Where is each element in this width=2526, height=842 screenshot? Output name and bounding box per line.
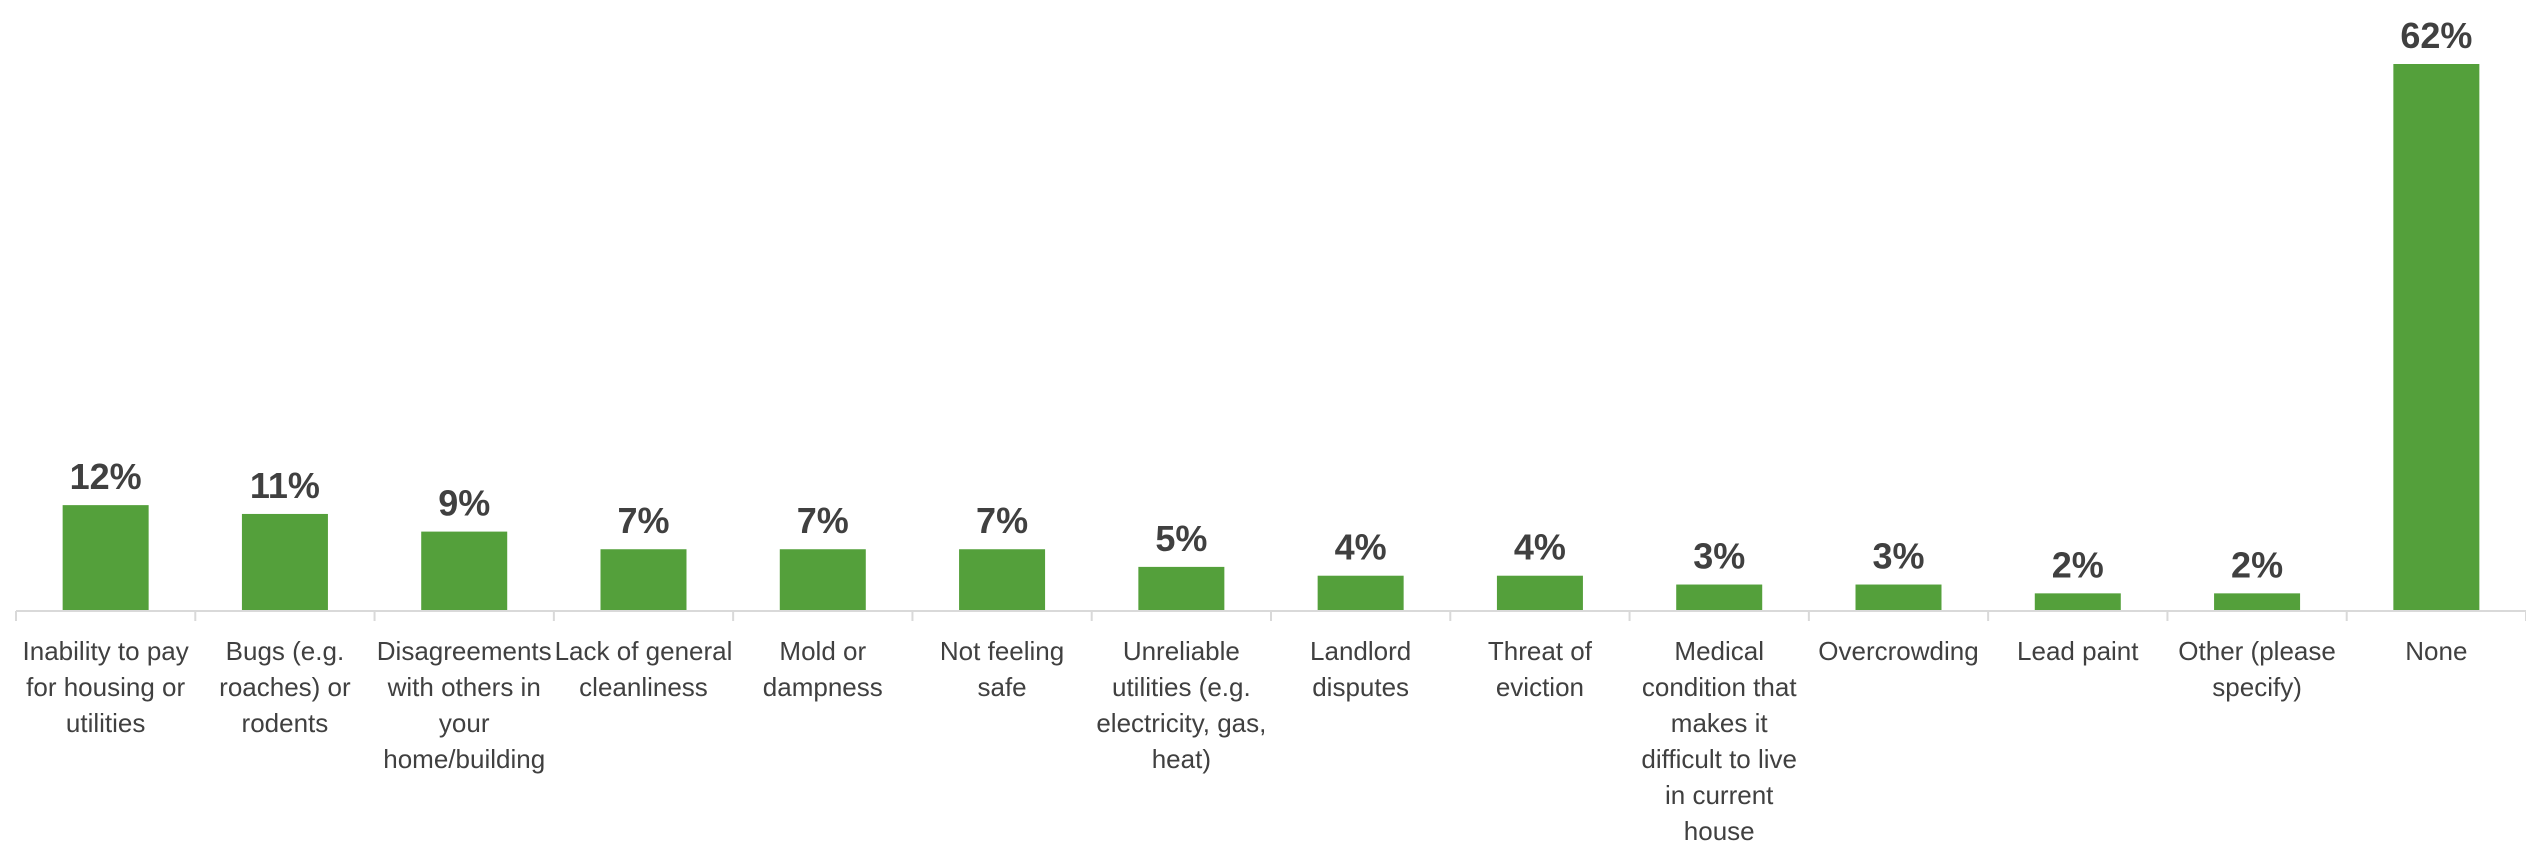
- category-label: Not feeling safe: [940, 636, 1064, 702]
- category-label-line: Unreliable: [1123, 636, 1240, 666]
- category-label-line: Other (please: [2178, 636, 2336, 666]
- bar-value-label: 2%: [2052, 544, 2104, 585]
- bar-value-label: 3%: [1693, 536, 1745, 577]
- category-label: Threat of eviction: [1488, 636, 1593, 702]
- category-label: Mold or dampness: [763, 636, 883, 702]
- bar-value-label: 9%: [438, 483, 490, 524]
- bar-value-label: 62%: [2400, 15, 2472, 56]
- category-label-line: rodents: [242, 708, 329, 738]
- category-label: Lead paint: [2017, 636, 2139, 666]
- bar-value-label: 12%: [70, 456, 142, 497]
- category-label-line: Threat of: [1488, 636, 1593, 666]
- category-label-line: safe: [977, 672, 1026, 702]
- category-label: Overcrowding: [1818, 636, 1978, 666]
- bar: [2393, 64, 2480, 611]
- bar: [421, 531, 508, 611]
- category-label-line: for housing or: [26, 672, 185, 702]
- bar: [779, 549, 866, 611]
- category-label: Other (please specify): [2178, 636, 2336, 702]
- category-label-line: home/building: [383, 744, 545, 774]
- category-label-line: None: [2405, 636, 2467, 666]
- bar-value-label: 7%: [797, 500, 849, 541]
- bar: [2034, 593, 2121, 611]
- category-label: Inability to pay for housing or utilities: [23, 636, 189, 738]
- x-axis: [15, 610, 2526, 621]
- category-label: Lack of general cleanliness: [555, 636, 733, 702]
- category-label-line: Lack of general: [555, 636, 733, 666]
- bar: [1138, 566, 1225, 611]
- category-label-line: Inability to pay: [23, 636, 189, 666]
- bar: [2214, 593, 2301, 611]
- category-label-line: Landlord: [1310, 636, 1411, 666]
- category-label-line: makes it: [1671, 708, 1769, 738]
- bar-value-label: 2%: [2231, 544, 2283, 585]
- value-labels: 12% 11% 9% 7% 7% 7% 5% 4% 4% 3% 3% 2% 2% 62%: [70, 15, 2473, 585]
- bar-value-label: 3%: [1872, 536, 1924, 577]
- category-label-line: your: [439, 708, 490, 738]
- bar: [241, 513, 328, 611]
- category-label-line: Overcrowding: [1818, 636, 1978, 666]
- bar-value-label: 7%: [976, 500, 1028, 541]
- category-label-line: Not feeling: [940, 636, 1064, 666]
- category-label: Unreliable utilities (e.g. electricity, ga…: [1096, 636, 1266, 774]
- category-label-line: specify): [2212, 672, 2302, 702]
- bar: [1676, 584, 1763, 611]
- category-label-line: utilities: [66, 708, 145, 738]
- category-label-line: disputes: [1312, 672, 1409, 702]
- category-label-line: eviction: [1496, 672, 1584, 702]
- bars-layer: [62, 64, 2480, 611]
- category-label-line: house: [1684, 816, 1755, 842]
- category-label: Landlord disputes: [1310, 636, 1411, 702]
- category-label-line: dampness: [763, 672, 883, 702]
- category-label: Bugs (e.g. roaches) or rodents: [219, 636, 351, 738]
- category-label-line: Medical: [1674, 636, 1764, 666]
- category-label: None: [2405, 636, 2467, 666]
- category-label-line: cleanliness: [579, 672, 708, 702]
- category-label-line: Bugs (e.g.: [226, 636, 345, 666]
- category-label-line: difficult to live: [1641, 744, 1797, 774]
- bar-value-label: 4%: [1514, 527, 1566, 568]
- category-label-line: Mold or: [779, 636, 866, 666]
- category-label-line: utilities (e.g.: [1112, 672, 1251, 702]
- bar-value-label: 11%: [250, 465, 320, 506]
- bar: [600, 549, 687, 611]
- bar: [1496, 575, 1583, 611]
- bar: [62, 505, 149, 611]
- category-label-line: Lead paint: [2017, 636, 2139, 666]
- category-label: Medical condition that makes it difficult t…: [1641, 636, 1797, 842]
- category-label-line: heat): [1152, 744, 1211, 774]
- bar: [1317, 575, 1404, 611]
- category-label: Disagreements with others in your home/buil…: [377, 636, 552, 774]
- bar-value-label: 7%: [617, 500, 669, 541]
- category-label-line: in current: [1665, 780, 1774, 810]
- category-labels: Inability to pay for housing or utilities B…: [23, 636, 2468, 842]
- category-label-line: condition that: [1642, 672, 1797, 702]
- category-label-line: roaches) or: [219, 672, 351, 702]
- bar: [959, 549, 1046, 611]
- category-label-line: Disagreements: [377, 636, 552, 666]
- category-label-line: with others in: [387, 672, 541, 702]
- category-label-line: electricity, gas,: [1096, 708, 1266, 738]
- bar-value-label: 5%: [1155, 518, 1207, 559]
- bar: [1855, 584, 1942, 611]
- bar-value-label: 4%: [1335, 527, 1387, 568]
